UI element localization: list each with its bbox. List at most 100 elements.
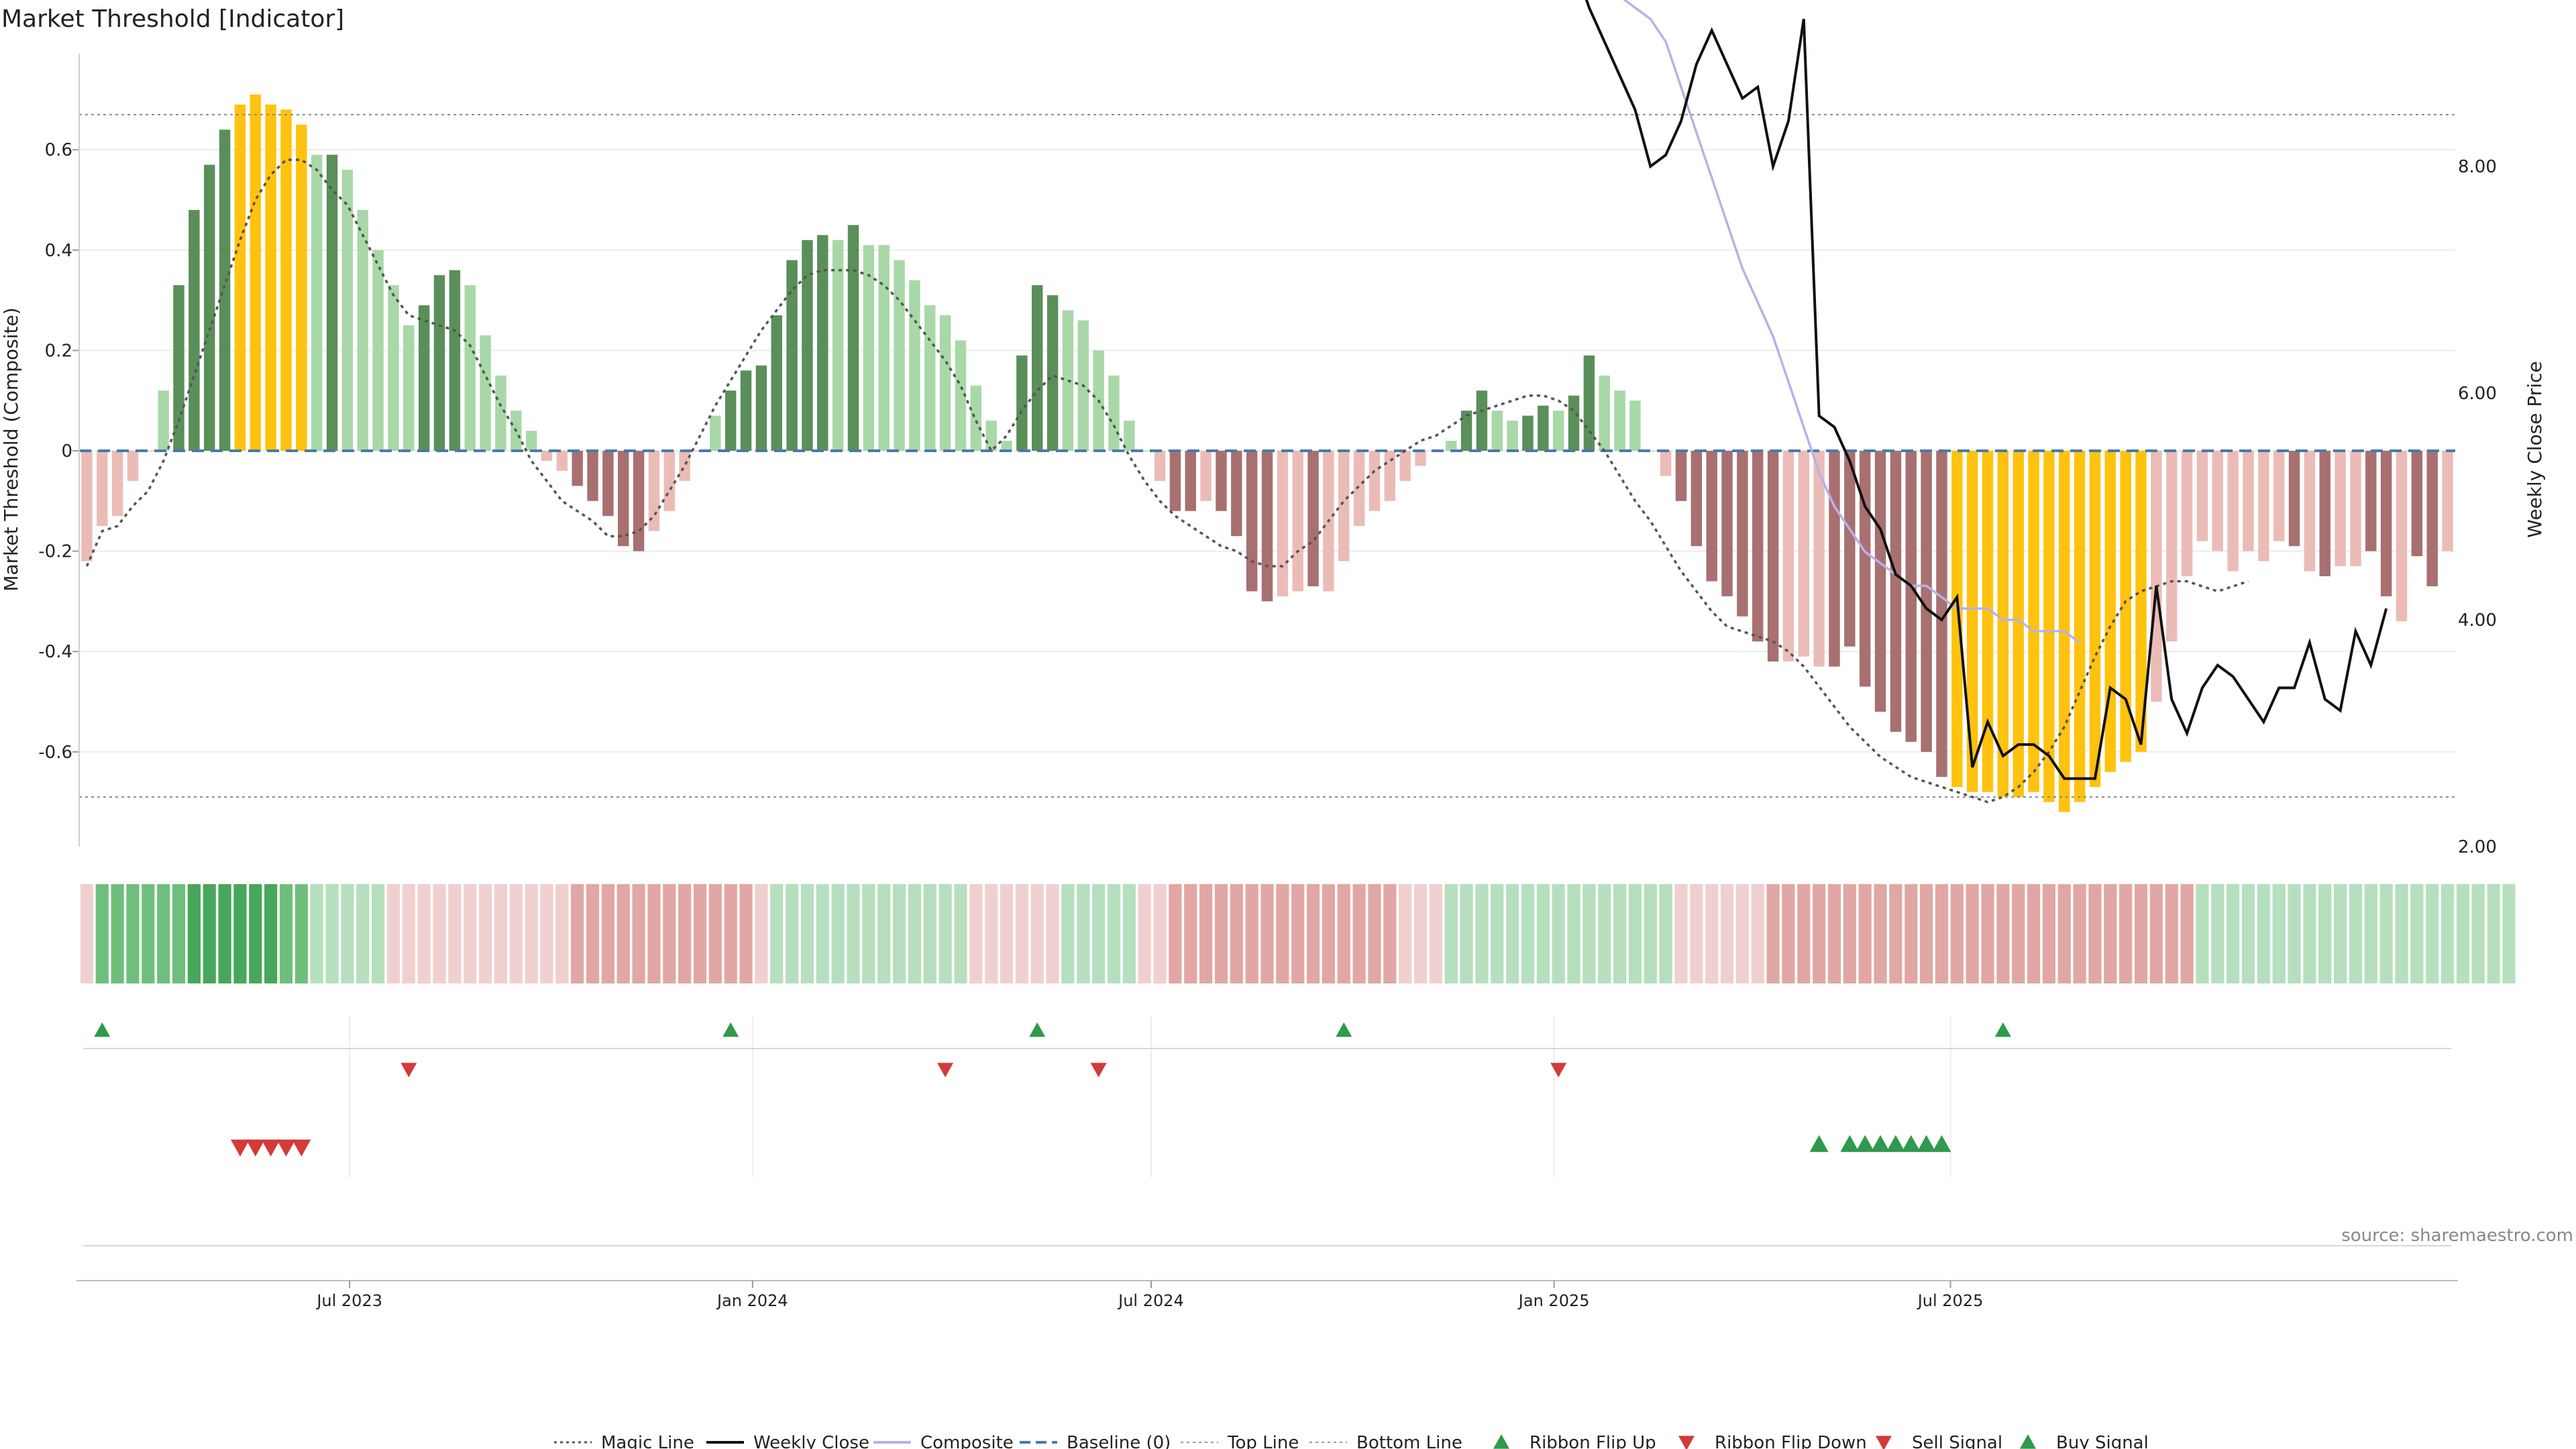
- ribbon-cell: [1352, 884, 1366, 983]
- ribbon-cell: [555, 884, 569, 983]
- composite-bar: [1491, 411, 1503, 451]
- composite-bar: [1031, 285, 1043, 451]
- composite-bar: [403, 325, 415, 451]
- ribbon-strip: [80, 884, 2516, 983]
- composite-bar: [1844, 451, 1856, 647]
- ribbon-cell: [2165, 884, 2178, 983]
- ribbon-cell: [1015, 884, 1028, 983]
- ribbon-cell: [1413, 884, 1428, 983]
- composite-bar: [1124, 421, 1135, 451]
- ribbon-flip-up-marker: [1336, 1022, 1352, 1037]
- source-note: source: sharemaestro.com: [2341, 1226, 2573, 1246]
- composite-bar: [280, 109, 292, 451]
- composite-bar: [1353, 451, 1365, 527]
- ribbon-cell: [2180, 884, 2194, 983]
- ribbon-cell: [1705, 884, 1719, 983]
- ribbon-cell: [1552, 884, 1565, 983]
- composite-bar: [1921, 451, 1932, 752]
- ribbon-cell: [478, 884, 492, 983]
- left-tick-label: -0.2: [38, 542, 72, 562]
- ribbon-cell: [862, 884, 875, 983]
- composite-bar: [388, 285, 399, 451]
- ribbon-cell: [95, 884, 109, 983]
- ribbon-cell: [571, 884, 584, 983]
- buy-signal-marker: [1932, 1135, 1951, 1152]
- composite-bar: [710, 415, 721, 451]
- ribbon-cell: [2012, 884, 2025, 983]
- composite-bar: [418, 305, 430, 451]
- composite-bar: [341, 170, 354, 451]
- sell-signal-marker: [292, 1139, 311, 1157]
- ribbon-cell: [1092, 884, 1106, 983]
- ribbon-cell: [1567, 884, 1580, 983]
- composite-bar: [663, 451, 676, 511]
- composite-bar: [724, 390, 737, 451]
- ribbon-cell: [969, 884, 983, 983]
- composite-bar: [1874, 451, 1886, 712]
- composite-bar: [1231, 451, 1242, 537]
- legend-label: Composite: [920, 1433, 1014, 1449]
- composite-bar: [495, 375, 506, 451]
- chart-title: Market Threshold [Indicator]: [1, 5, 344, 33]
- ribbon-cell: [80, 884, 94, 983]
- composite-bar: [2334, 451, 2346, 567]
- composite-bar: [2012, 451, 2024, 798]
- composite-bar: [2151, 451, 2162, 702]
- ribbon-cell: [2104, 884, 2117, 983]
- composite-bar: [311, 154, 323, 451]
- ribbon-cell: [386, 884, 400, 983]
- right-tick-label: 2.00: [2458, 837, 2497, 857]
- ribbon-cell: [1720, 884, 1734, 983]
- ribbon-cell: [1506, 884, 1519, 983]
- composite-bar: [464, 285, 476, 451]
- ribbon-cell: [525, 884, 538, 983]
- composite-bar: [1522, 415, 1534, 451]
- ribbon-cell: [433, 884, 446, 983]
- ribbon-cell: [1843, 884, 1856, 983]
- composite-bar: [1476, 390, 1488, 451]
- composite-bar: [357, 209, 368, 451]
- legend-item: Buy Signal: [2020, 1433, 2149, 1449]
- ribbon-cell: [1827, 884, 1841, 983]
- ribbon-cell: [708, 884, 722, 983]
- ribbon-cell: [2334, 884, 2347, 983]
- ribbon-flip-up-marker: [722, 1022, 739, 1037]
- ribbon-cell: [1337, 884, 1350, 983]
- ribbon-cell: [142, 884, 155, 983]
- composite-bar: [449, 270, 461, 451]
- sell-signal-marker: [246, 1139, 265, 1157]
- weekly-close-line: [1585, 0, 2388, 780]
- legend-item: Magic Line: [554, 1433, 694, 1449]
- composite-bar: [2442, 451, 2453, 551]
- ribbon-cell: [279, 884, 293, 983]
- ribbon-cell: [616, 884, 630, 983]
- composite-bar: [2350, 451, 2361, 567]
- composite-bar: [1246, 451, 1258, 592]
- composite-bar: [1675, 451, 1687, 501]
- ribbon-cell: [1245, 884, 1258, 983]
- composite-bar: [250, 94, 262, 451]
- composite-bar: [296, 124, 307, 451]
- ribbon-cell: [2440, 884, 2455, 983]
- composite-bar: [1154, 451, 1166, 481]
- sell-signal-marker: [276, 1139, 296, 1157]
- ribbon-cell: [786, 884, 799, 983]
- ribbon-cell: [1368, 884, 1381, 983]
- ribbon-cell: [1184, 884, 1197, 983]
- composite-bar: [939, 315, 951, 451]
- x-tick-label: Jan 2025: [1517, 1291, 1590, 1310]
- ribbon-cell: [2288, 884, 2301, 983]
- ribbon-cell: [1061, 884, 1075, 983]
- ribbon-cell: [356, 884, 370, 983]
- composite-bar: [1384, 451, 1396, 501]
- ribbon-flip-down-marker: [400, 1063, 417, 1077]
- composite-bar: [847, 225, 859, 451]
- composite-bar: [1629, 400, 1641, 451]
- composite-bar: [2227, 451, 2239, 572]
- composite-bar: [924, 305, 936, 451]
- ribbon-cell: [1797, 884, 1811, 983]
- ribbon-cell: [1322, 884, 1336, 983]
- composite-bar: [2273, 451, 2285, 541]
- ribbon-cell: [816, 884, 829, 983]
- x-tick-label: Jan 2024: [716, 1291, 788, 1310]
